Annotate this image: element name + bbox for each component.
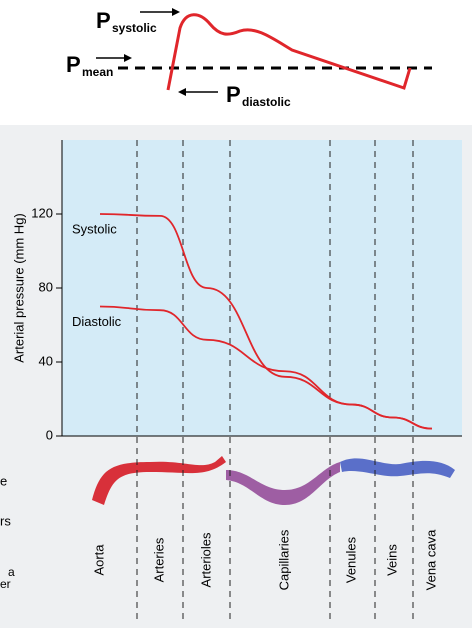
arrow-head	[178, 88, 186, 96]
y-axis-label: Arterial pressure (mm Hg)	[11, 213, 26, 363]
vessel-illustration	[92, 456, 455, 505]
y-tick-label: 0	[46, 427, 53, 442]
p-sub: diastolic	[242, 95, 291, 109]
x-tick-label: Arteries	[151, 537, 166, 582]
p-symbol: P	[226, 82, 241, 107]
arrow-head	[124, 54, 132, 62]
series-label: Diastolic	[72, 314, 122, 329]
fragment: a	[8, 565, 15, 579]
x-tick-label: Vena cava	[423, 529, 438, 590]
y-tick-label: 80	[39, 279, 53, 294]
p-symbol: P	[66, 52, 81, 77]
arrow-head	[172, 8, 180, 16]
x-tick-label: Capillaries	[276, 529, 291, 590]
plot-area	[62, 140, 462, 436]
top-panel	[0, 0, 472, 125]
x-tick-label: Venules	[343, 536, 358, 583]
p-sub: systolic	[112, 21, 157, 35]
fragment: er	[0, 577, 11, 591]
fragment: e	[0, 473, 7, 488]
x-tick-label: Aorta	[91, 544, 106, 576]
p-sub: mean	[82, 65, 113, 79]
y-tick-label: 40	[39, 353, 53, 368]
x-tick-label: Arterioles	[198, 532, 213, 587]
x-tick-label: Veins	[384, 544, 399, 576]
series-label: Systolic	[72, 221, 117, 236]
fragments: e rs a er	[0, 473, 15, 591]
series-line	[99, 305, 433, 430]
fragment: rs	[0, 513, 11, 528]
pressure-wave	[166, 13, 412, 91]
p-symbol: P	[96, 8, 111, 33]
y-tick-label: 120	[31, 205, 53, 220]
